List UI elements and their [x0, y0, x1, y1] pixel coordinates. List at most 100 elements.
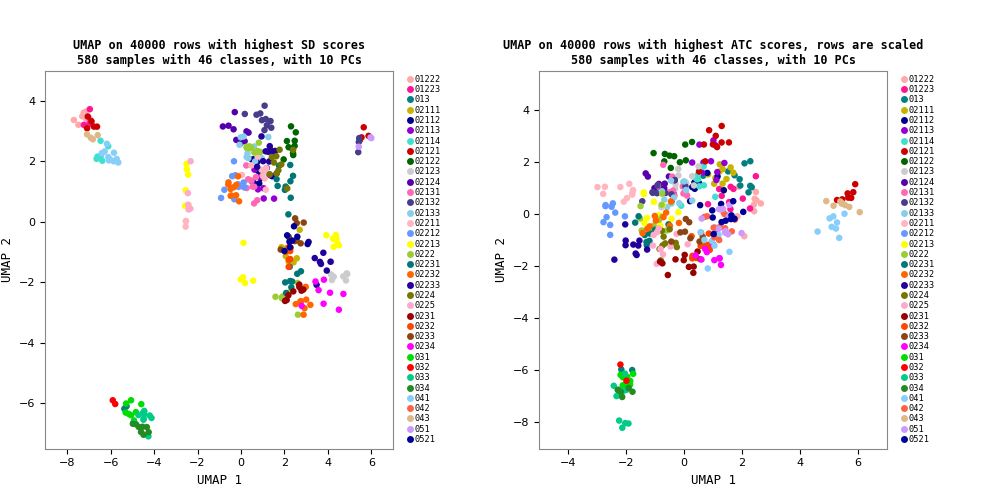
Point — [223, 192, 239, 200]
Point — [253, 169, 269, 177]
Point — [279, 231, 295, 239]
Point — [624, 388, 640, 396]
Point — [696, 162, 712, 170]
Point — [675, 190, 691, 198]
Point — [648, 260, 664, 268]
Point — [824, 223, 840, 231]
Point — [676, 177, 692, 185]
Point — [746, 201, 762, 209]
Point — [595, 190, 611, 198]
Point — [263, 123, 279, 132]
Point — [682, 197, 699, 205]
Point — [645, 149, 661, 157]
Point — [708, 141, 724, 149]
Point — [119, 402, 135, 410]
Point — [704, 237, 720, 245]
Point — [696, 172, 712, 180]
Point — [852, 208, 868, 216]
Point — [266, 150, 282, 158]
Point — [697, 236, 713, 244]
Point — [700, 200, 716, 208]
Point — [285, 146, 301, 154]
Point — [596, 218, 612, 226]
Point — [322, 289, 338, 297]
Point — [690, 175, 707, 183]
Point — [846, 188, 862, 196]
Point — [267, 293, 283, 301]
Point — [285, 258, 301, 266]
Point — [646, 222, 662, 230]
Point — [237, 183, 253, 192]
Point — [648, 217, 664, 225]
Point — [667, 180, 683, 188]
Point — [718, 217, 734, 225]
Point — [840, 194, 856, 202]
Point — [663, 191, 679, 199]
Point — [226, 183, 242, 191]
Point — [624, 188, 640, 197]
Point — [258, 115, 274, 123]
Point — [239, 153, 255, 161]
Point — [338, 276, 354, 284]
Point — [250, 185, 266, 194]
Point — [311, 258, 328, 266]
Point — [636, 219, 652, 227]
Point — [651, 182, 667, 191]
Point — [835, 199, 851, 207]
Point — [281, 243, 297, 251]
Point — [329, 235, 345, 243]
Point — [696, 158, 712, 166]
Point — [285, 149, 301, 157]
Point — [273, 243, 289, 251]
Point — [622, 381, 638, 389]
Point — [617, 220, 633, 228]
Point — [696, 181, 712, 190]
Point — [638, 238, 654, 246]
Point — [692, 255, 709, 263]
Point — [228, 181, 244, 189]
Point — [712, 223, 728, 231]
Point — [285, 151, 301, 159]
Point — [615, 382, 631, 390]
Point — [131, 423, 147, 431]
Point — [639, 214, 655, 222]
Point — [747, 195, 763, 203]
Point — [246, 149, 262, 157]
Point — [691, 182, 708, 191]
Point — [651, 211, 667, 219]
Point — [277, 182, 293, 191]
Point — [287, 129, 303, 137]
Point — [675, 178, 691, 186]
Point — [276, 247, 292, 255]
Point — [283, 283, 299, 291]
Point — [275, 155, 291, 163]
Point — [289, 233, 305, 241]
Point — [706, 241, 722, 249]
Point — [721, 198, 737, 206]
Point — [363, 134, 379, 142]
Point — [613, 388, 629, 396]
Point — [291, 226, 307, 234]
Point — [666, 192, 682, 200]
Point — [681, 218, 698, 226]
Point — [714, 192, 730, 200]
Point — [269, 169, 285, 177]
Point — [135, 416, 151, 424]
Point — [829, 218, 845, 226]
Point — [610, 386, 626, 394]
Point — [742, 157, 758, 165]
Point — [677, 228, 694, 236]
Point — [293, 297, 309, 305]
Point — [246, 182, 262, 191]
Point — [213, 194, 229, 202]
Point — [692, 228, 709, 236]
Point — [684, 255, 701, 263]
Point — [620, 419, 636, 427]
Point — [282, 243, 298, 251]
Point — [732, 175, 748, 183]
Point — [249, 163, 265, 171]
Point — [241, 142, 257, 150]
Point — [753, 200, 769, 208]
Point — [684, 172, 701, 180]
Point — [288, 254, 304, 262]
